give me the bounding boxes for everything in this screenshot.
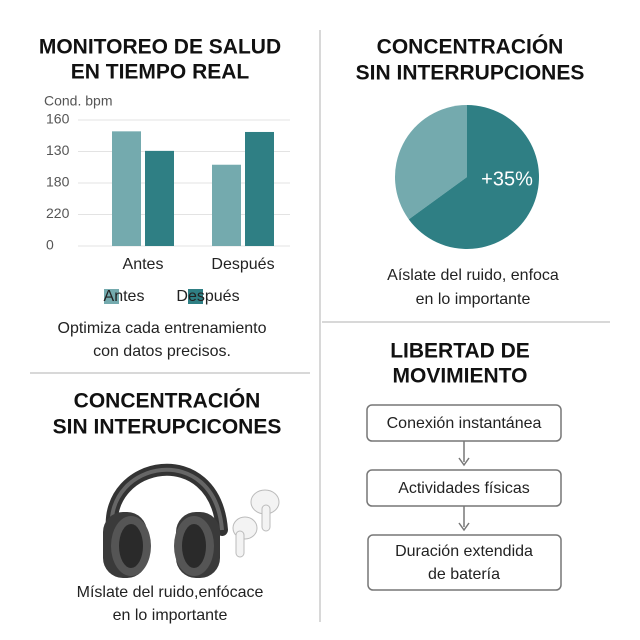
bar	[112, 131, 141, 246]
flow-label: Duración extendida	[395, 543, 533, 560]
y-tick-label: 180	[46, 174, 70, 190]
caption: Aíslate del ruido, enfoca	[387, 267, 559, 284]
title: MONITOREO DE SALUD	[39, 36, 281, 59]
arrow-head	[458, 522, 470, 532]
legend-swatch	[188, 289, 203, 304]
title: CONCENTRACIÓN	[377, 35, 564, 59]
title: LIBERTAD DE	[390, 340, 530, 363]
title: SIN INTERUPCICONES	[53, 416, 282, 439]
legend-label: Antes	[104, 288, 145, 305]
caption: en lo importante	[416, 291, 531, 308]
flow-box	[367, 534, 562, 591]
title: MOVIMIENTO	[393, 365, 528, 388]
arrow-head	[458, 457, 470, 467]
pie-slice	[408, 105, 539, 249]
y-axis-label: Cond. bpm	[44, 93, 112, 109]
title: SIN INTERRUPCIONES	[356, 62, 585, 85]
y-tick-label: 160	[46, 111, 70, 127]
legend-swatch	[104, 289, 119, 304]
caption: en lo importante	[113, 607, 228, 624]
pie-label: +35%	[481, 168, 533, 190]
flow-label: Actividades físicas	[398, 480, 530, 497]
bar	[145, 150, 174, 246]
legend-label: Después	[176, 288, 239, 305]
title: CONCENTRACIÓN	[74, 389, 261, 413]
caption: Míslate del ruido,enfócace	[77, 584, 264, 601]
y-tick-label: 130	[46, 142, 70, 158]
caption: con datos precisos.	[93, 343, 231, 360]
flow-label: Conexión instantánea	[387, 415, 542, 432]
title: EN TIEMPO REAL	[71, 61, 250, 84]
x-tick-label: Después	[211, 256, 274, 273]
y-tick-label: 0	[46, 237, 54, 253]
flow-label: de batería	[428, 566, 500, 583]
y-tick-label: 220	[46, 205, 70, 221]
pie-slice	[394, 105, 467, 220]
bar	[245, 131, 274, 246]
headphones-illustration	[103, 463, 280, 578]
caption: Optimiza cada entrenamiento	[58, 320, 267, 337]
bar	[212, 164, 241, 246]
x-tick-label: Antes	[123, 256, 164, 273]
